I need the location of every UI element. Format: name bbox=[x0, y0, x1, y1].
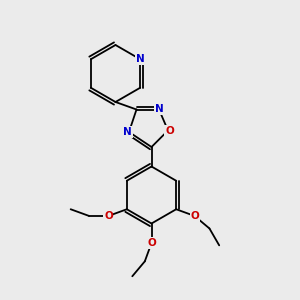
Text: O: O bbox=[104, 211, 113, 221]
Text: N: N bbox=[123, 127, 132, 137]
Text: N: N bbox=[136, 54, 145, 64]
Text: N: N bbox=[154, 104, 164, 115]
Text: O: O bbox=[190, 211, 199, 221]
Text: O: O bbox=[147, 238, 156, 248]
Text: O: O bbox=[165, 125, 174, 136]
